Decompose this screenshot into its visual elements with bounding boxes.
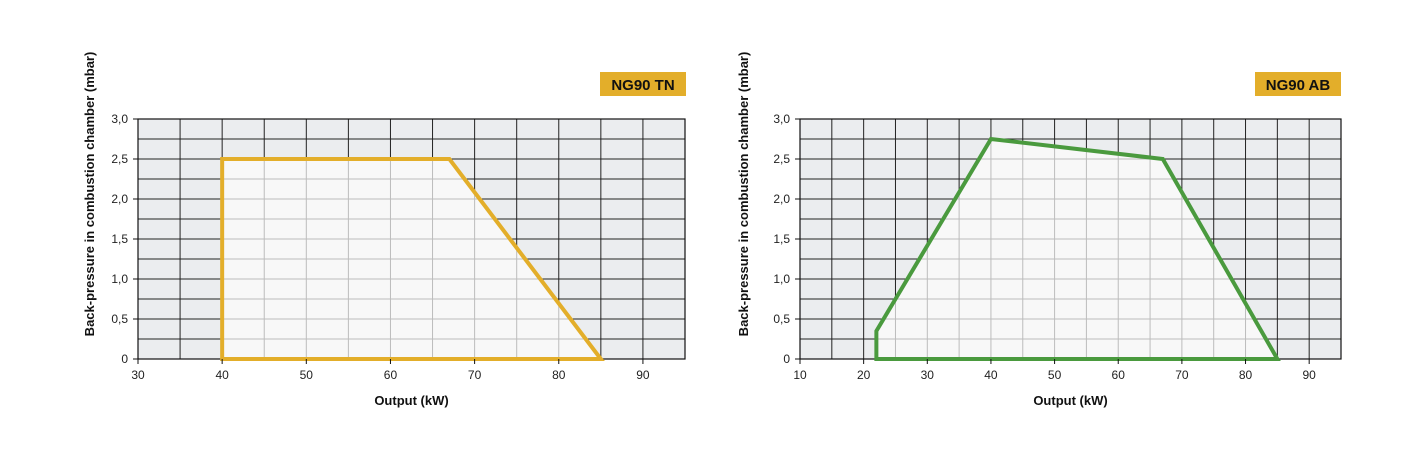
ng90-tn-y-tick-label: 1,5 [111,232,128,246]
ng90-ab-x-tick-label: 70 [1175,368,1189,382]
ng90-ab-series-0-overlay [876,139,1278,359]
ng90-ab-y-tick-label: 0,5 [773,312,790,326]
ng90-ab-title-badge [1255,72,1341,96]
ng90-tn-y-axis-title: Back-pressure in combustion chamber (mba… [82,52,97,337]
ng90-tn-x-tick-label: 70 [468,368,482,382]
ng90-tn-title-badge [600,72,686,96]
chart-ng90-tn: 30 40 50 60 70 80 90 0 0,5 1,0 1,5 2,0 2,5 3,0 Output … [82,52,686,408]
ng90-tn-y-tick-label: 2,0 [111,192,128,206]
ng90-ab-x-tick-label: 40 [984,368,998,382]
ng90-tn-y-tick-label: 2,5 [111,152,128,166]
ng90-tn-x-axis-title: Output (kW) [374,393,448,408]
chart-ng90-ab-svg: 10 20 30 40 50 60 70 80 90 0 0,5 1,0 1,5 2,0 2,5 3,0 Out… [736,52,1342,408]
ng90-ab-x-tick-label: 60 [1112,368,1126,382]
ng90-ab-x-tick-label: 10 [793,368,807,382]
ng90-ab-y-tick-label: 1,0 [773,272,790,286]
ng90-ab-y-tick-label: 0 [783,352,790,366]
ng90-ab-x-tick-label: 20 [857,368,871,382]
chart-ng90-ab: 10 20 30 40 50 60 70 80 90 0 0,5 1,0 1,5 2,0 2,5 3,0 Out… [701,0,1402,466]
ng90-ab-y-tick-label: 3,0 [773,112,790,126]
ng90-ab-y-tick-label: 2,5 [773,152,790,166]
ng90-tn-series-0-overlay [222,159,601,359]
ng90-ab-series-0-line [874,136,1281,361]
ng90-ab-x-tick-label: 80 [1239,368,1253,382]
ng90-ab-x-axis-title: Output (kW) [1033,393,1107,408]
ng90-tn-title: NG90 TN [611,77,674,94]
ng90-ab-x-tick-label: 30 [921,368,935,382]
chart-ng90-tn-svg: 30 40 50 60 70 80 90 0 0,5 1,0 1,5 2,0 2,5 3,0 Output … [82,52,686,408]
ng90-tn-x-tick-label: 60 [384,368,398,382]
ng90-tn-y-tick-label: 1,0 [111,272,128,286]
ng90-tn-x-tick-label: 50 [300,368,314,382]
ng90-ab-y-tick-label: 1,5 [773,232,790,246]
ng90-tn-x-tick-label: 90 [636,368,650,382]
ng90-ab-y-axis-title: Back-pressure in combustion chamber (mba… [736,52,751,337]
ng90-tn-x-tick-label: 40 [215,368,229,382]
ng90-tn-y-tick-label: 3,0 [111,112,128,126]
ng90-tn-y-tick-label: 0,5 [111,312,128,326]
ng90-ab-x-tick-label: 90 [1302,368,1316,382]
ng90-tn-y-tick-label: 0 [121,352,128,366]
ng90-ab-x-tick-label: 50 [1048,368,1062,382]
ng90-tn-x-tick-label: 30 [131,368,145,382]
ng90-ab-title: NG90 AB [1266,77,1331,94]
ng90-ab-y-tick-label: 2,0 [773,192,790,206]
ng90-tn-x-tick-label: 80 [552,368,566,382]
